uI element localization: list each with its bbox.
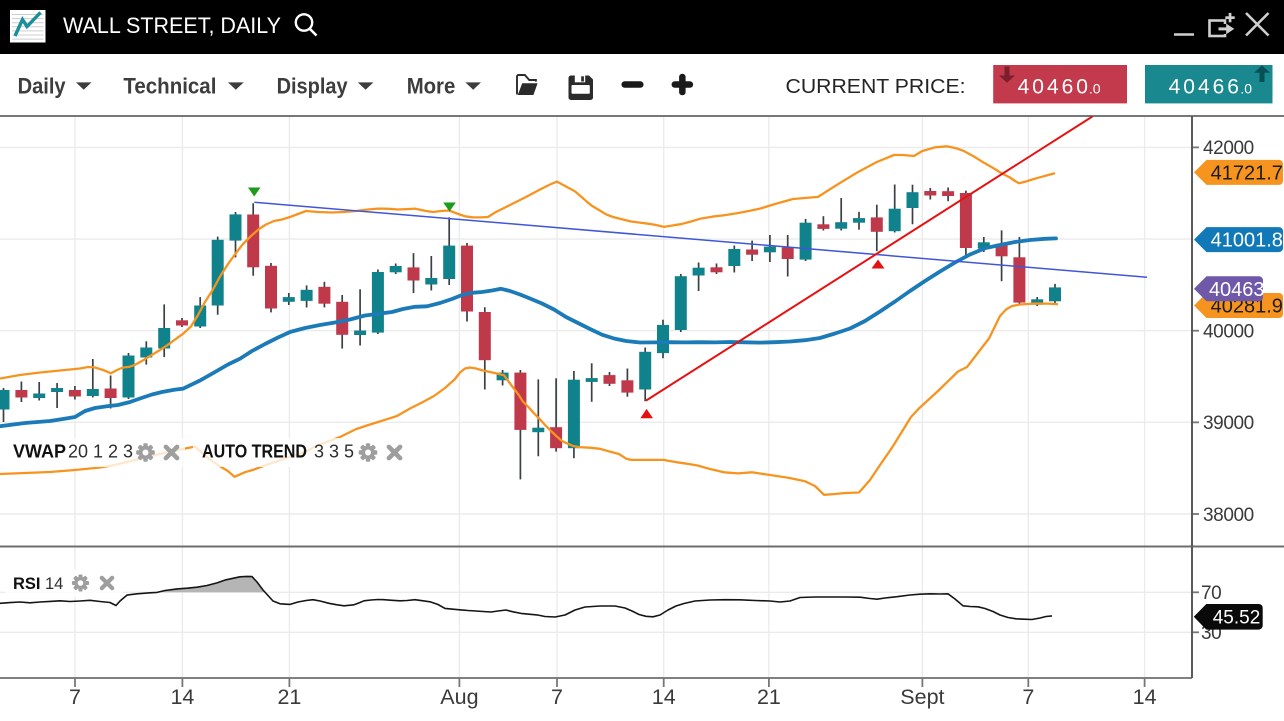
- svg-text:Display: Display: [277, 73, 349, 98]
- svg-text:39000: 39000: [1203, 413, 1254, 434]
- svg-text:.0: .0: [1240, 81, 1252, 97]
- svg-text:WALL STREET, DAILY: WALL STREET, DAILY: [63, 13, 281, 38]
- svg-text:40463: 40463: [1209, 279, 1265, 301]
- svg-text:40460: 40460: [1018, 76, 1091, 99]
- svg-text:VWAP: VWAP: [13, 441, 66, 461]
- svg-text:3 3 5: 3 3 5: [314, 441, 354, 461]
- svg-text:AUTO TREND: AUTO TREND: [202, 441, 307, 461]
- svg-text:Aug: Aug: [440, 685, 478, 709]
- svg-text:Sept: Sept: [900, 685, 944, 709]
- svg-text:21: 21: [757, 685, 781, 709]
- svg-text:14: 14: [1133, 685, 1157, 709]
- svg-text:CURRENT PRICE:: CURRENT PRICE:: [786, 75, 966, 98]
- svg-text:40466: 40466: [1169, 76, 1242, 99]
- svg-text:70: 70: [1201, 583, 1221, 604]
- svg-text:More: More: [407, 73, 456, 98]
- svg-text:RSI: RSI: [13, 575, 41, 593]
- svg-text:20 1 2 3: 20 1 2 3: [68, 441, 133, 461]
- svg-text:14: 14: [652, 685, 676, 709]
- svg-text:38000: 38000: [1203, 505, 1254, 526]
- svg-text:45.52: 45.52: [1213, 607, 1261, 628]
- svg-text:7: 7: [1022, 685, 1034, 709]
- svg-text:7: 7: [551, 685, 563, 709]
- svg-text:41721.7: 41721.7: [1211, 162, 1283, 184]
- svg-text:14: 14: [170, 685, 194, 709]
- svg-text:.0: .0: [1089, 81, 1101, 97]
- svg-text:41001.8: 41001.8: [1211, 230, 1283, 252]
- svg-text:14: 14: [45, 575, 63, 593]
- svg-text:21: 21: [277, 685, 301, 709]
- svg-text:42000: 42000: [1203, 138, 1254, 159]
- svg-text:Daily: Daily: [18, 73, 67, 98]
- svg-text:40000: 40000: [1203, 322, 1254, 343]
- svg-text:Technical: Technical: [123, 73, 216, 98]
- svg-text:7: 7: [69, 685, 81, 709]
